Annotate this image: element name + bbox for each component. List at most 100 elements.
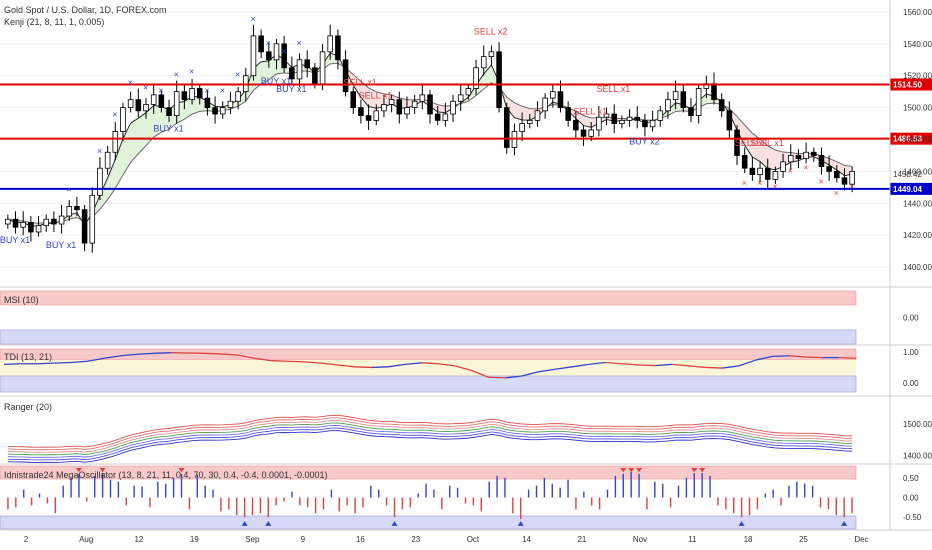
candle[interactable] [534,101,541,127]
candle[interactable] [427,90,433,124]
candle[interactable] [304,50,310,78]
candle[interactable] [365,104,372,130]
candle[interactable] [258,29,264,59]
candle[interactable] [834,165,840,183]
candle[interactable] [826,155,832,181]
candle[interactable] [335,29,341,70]
candle[interactable] [5,214,11,229]
candle[interactable] [611,104,617,134]
candle[interactable] [503,102,510,154]
candle[interactable] [97,157,103,201]
candle[interactable] [74,196,80,217]
candle[interactable] [442,102,449,127]
candle[interactable] [173,80,180,124]
candle[interactable] [35,216,42,237]
candle[interactable] [419,85,426,110]
candle[interactable] [20,211,26,236]
candle[interactable] [66,200,73,221]
candle[interactable] [626,109,633,127]
candle[interactable] [404,96,410,119]
candle[interactable] [542,93,548,119]
candle[interactable] [43,214,49,232]
candle[interactable] [273,39,280,70]
candle[interactable] [127,91,134,113]
candle[interactable] [764,158,771,189]
candle[interactable] [281,35,287,73]
candle[interactable] [757,161,763,183]
candle[interactable] [787,144,794,170]
candle[interactable] [565,101,571,127]
candle[interactable] [135,88,142,118]
candle[interactable] [434,106,441,126]
candle[interactable] [235,86,241,110]
candle[interactable] [580,125,587,146]
candle[interactable] [411,94,418,115]
candle[interactable] [795,149,802,169]
candle[interactable] [557,80,564,113]
candle[interactable] [519,112,525,142]
candle[interactable] [550,83,556,108]
candle[interactable] [734,125,740,166]
candle[interactable] [150,85,157,115]
candle[interactable] [480,45,487,76]
candle[interactable] [726,101,733,138]
candle[interactable] [811,147,817,162]
candle[interactable] [89,187,96,253]
candle[interactable] [619,115,625,129]
candle[interactable] [227,91,234,115]
candle[interactable] [396,91,403,124]
candle[interactable] [181,85,188,110]
candle[interactable] [450,94,456,122]
candle[interactable] [158,90,165,113]
candle[interactable] [51,211,57,232]
candle[interactable] [680,85,687,113]
candle[interactable] [803,142,809,164]
candle[interactable] [350,86,357,115]
candle[interactable] [488,45,495,67]
ranger-panel[interactable]: Ranger (20) [4,402,853,463]
candle[interactable] [327,24,333,60]
candle[interactable] [112,121,119,161]
candle[interactable] [642,114,648,137]
candle[interactable] [665,91,671,119]
candle[interactable] [266,42,272,68]
candle[interactable] [657,106,664,127]
candle[interactable] [219,101,226,119]
candle[interactable] [204,90,211,116]
candle[interactable] [780,153,786,178]
candle[interactable] [718,93,725,118]
candle[interactable] [12,211,19,234]
candle[interactable] [741,147,748,173]
candle[interactable] [688,98,694,122]
candle[interactable] [28,216,34,242]
candle[interactable] [104,145,111,175]
candle[interactable] [496,42,502,113]
candle[interactable] [166,99,172,122]
candle[interactable] [573,110,579,138]
tdi-panel[interactable]: TDI (13, 21) [0,348,857,393]
candle[interactable] [342,50,349,97]
candle[interactable] [58,204,65,234]
candle[interactable] [196,83,203,105]
candle[interactable] [649,110,656,132]
candle[interactable] [603,107,610,126]
candle[interactable] [120,102,126,142]
candle[interactable] [634,106,641,129]
candle[interactable] [527,114,533,129]
candle[interactable] [212,96,218,124]
candle[interactable] [296,53,303,87]
candle[interactable] [250,24,257,81]
mega-oscillator-panel[interactable]: Idnistrade24 MegaOscillator (13, 8, 21, … [0,465,857,530]
candle[interactable] [749,157,756,181]
candle[interactable] [189,78,195,105]
candle[interactable] [358,99,364,124]
candle[interactable] [457,85,464,111]
candle[interactable] [818,147,825,175]
candle[interactable] [596,106,602,137]
candle[interactable] [143,98,149,119]
candle[interactable] [695,83,702,124]
candle[interactable] [465,83,472,100]
candle[interactable] [841,168,848,191]
